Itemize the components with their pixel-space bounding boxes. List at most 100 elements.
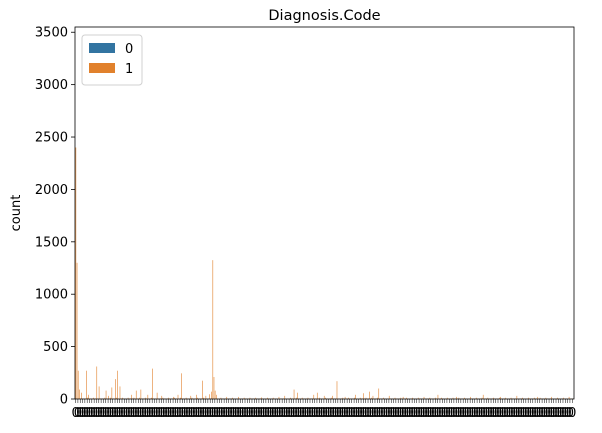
bar [139,397,141,399]
x-tick-label: 0 [71,406,79,421]
bar [464,397,465,399]
x-tick-label: 0 [262,406,270,421]
x-tick-label: 0 [106,406,114,421]
x-tick-label: 0 [273,406,281,421]
x-tick-label: 0 [408,406,416,421]
bar [152,368,153,399]
x-tick-label: 0 [225,406,233,421]
x-tick-label: 0 [533,406,541,421]
x-tick-label: 0 [90,406,98,421]
legend-swatch-0 [89,43,115,53]
bar [116,397,117,399]
bar [156,392,158,399]
x-tick-label: 0 [194,406,202,421]
x-tick-label: 0 [92,406,100,421]
x-tick-label: 0 [450,406,458,421]
x-tick-label: 0 [369,406,377,421]
bar [238,396,239,399]
bar [205,395,207,399]
bar [81,392,82,399]
x-tick-label: 0 [385,406,393,421]
bar [197,397,199,399]
x-tick-label: 0 [299,406,307,421]
bar [226,396,228,399]
bar [79,389,80,399]
x-tick-label: 0 [550,406,558,421]
x-tick-label: 0 [227,406,235,421]
bar [214,390,216,399]
x-tick-label: 0 [429,406,437,421]
bar [140,389,142,399]
x-tick-label: 0 [443,406,451,421]
bar [533,397,535,399]
bar [435,397,436,399]
x-tick-label: 0 [387,406,395,421]
x-tick-label: 0 [457,406,465,421]
x-tick-label: 0 [431,406,439,421]
bar [105,390,107,399]
x-tick-label: 0 [290,406,298,421]
bar [220,397,222,399]
x-tick-label: 0 [164,406,172,421]
x-tick-label: 0 [271,406,279,421]
x-tick-label: 0 [141,406,149,421]
bar [174,397,175,399]
x-tick-label: 0 [559,406,567,421]
bar [76,262,78,399]
bar [243,397,245,399]
x-tick-label: 0 [255,406,263,421]
x-tick-label: 0 [99,406,107,421]
x-tick-label: 0 [554,406,562,421]
x-tick-label: 0 [489,406,497,421]
x-tick-label: 0 [466,406,474,421]
bar [417,397,419,399]
x-tick-label: 0 [246,406,254,421]
bar [516,395,518,399]
bar [119,386,121,399]
bar [504,397,506,399]
x-tick-label: 0 [264,406,272,421]
bar [354,397,355,399]
x-tick-label: 0 [341,406,349,421]
bar [301,397,303,399]
bar [355,394,356,399]
y-axis-label: count [9,195,24,232]
bar [111,387,113,399]
x-tick-label: 0 [81,406,89,421]
bar [212,260,214,399]
x-tick-label: 0 [320,406,328,421]
x-tick-label: 0 [510,406,518,421]
x-tick-label: 0 [389,406,397,421]
bar [284,395,286,399]
x-tick-label: 0 [278,406,286,421]
bar [232,397,233,399]
bar [168,397,170,399]
x-tick-label: 0 [185,406,193,421]
bar [249,397,251,399]
bar [481,397,483,399]
x-tick-label: 0 [213,406,221,421]
bar [121,397,123,399]
x-tick-label: 0 [280,406,288,421]
bar [537,396,539,399]
bar [211,391,212,399]
x-tick-label: 0 [294,406,302,421]
x-tick-label: 0 [150,406,158,421]
x-tick-label: 0 [378,406,386,421]
x-tick-label: 0 [396,406,404,421]
bar [446,397,448,399]
x-tick-label: 0 [415,406,423,421]
x-tick-label: 0 [492,406,500,421]
bar [388,395,390,399]
bar [307,397,309,399]
x-tick-label: 0 [95,406,103,421]
plot-area [75,147,575,399]
axes-frame [74,26,575,400]
legend[interactable]: 0 1 [81,34,143,86]
bar [209,394,210,399]
chart-title: Diagnosis.Code [268,8,380,24]
x-tick-label: 0 [162,406,170,421]
bar [115,379,116,399]
bar [522,397,523,399]
